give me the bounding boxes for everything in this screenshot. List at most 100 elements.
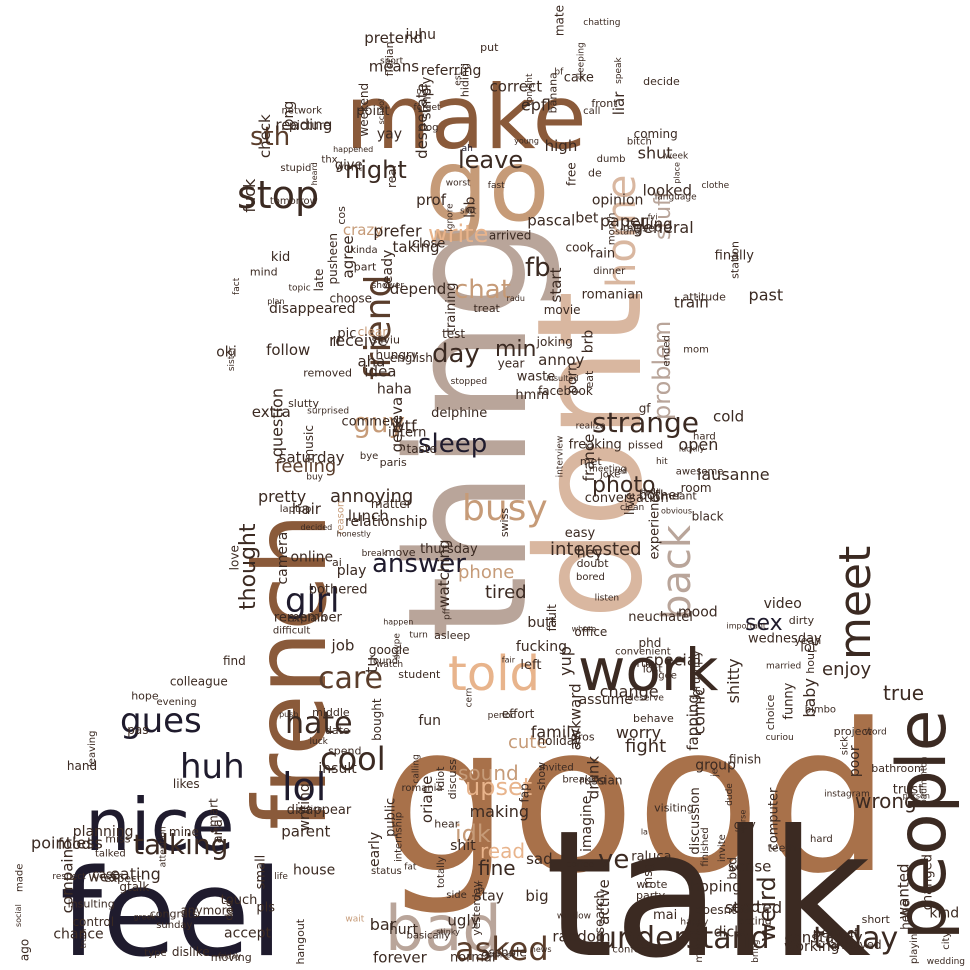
- word-clothe: clothe: [701, 181, 729, 191]
- word-writing: writing: [297, 783, 313, 831]
- word-dick: dick: [714, 925, 743, 941]
- word-yay: yay: [377, 126, 402, 142]
- word-training: training: [444, 283, 459, 333]
- word-meet: meet: [830, 546, 881, 660]
- word-asshole: asshole: [481, 946, 527, 960]
- word-big: big: [525, 887, 548, 905]
- word-bar: bar: [370, 915, 397, 934]
- word-call: call: [583, 106, 600, 117]
- word-interested: interested: [550, 539, 642, 560]
- word-discussion: discussion: [688, 787, 703, 854]
- word-english: english: [390, 351, 433, 365]
- word-slut: slut: [460, 206, 477, 216]
- word-slutty: slutty: [288, 397, 319, 410]
- word-kinda: kinda: [350, 245, 377, 256]
- word-shitty: shitty: [724, 658, 743, 703]
- word-weekend: weekend: [357, 83, 371, 137]
- word-ready: ready: [380, 250, 396, 290]
- word-front: front: [591, 97, 618, 110]
- word-honest: honest: [487, 951, 514, 960]
- word-saturday: saturday: [279, 448, 345, 466]
- word-stopped: stopped: [451, 377, 487, 387]
- word-drunk: drunk: [584, 756, 602, 800]
- word-iuhu: iuhu: [406, 27, 437, 43]
- word-window: window: [557, 911, 591, 921]
- word-relationship: relationship: [345, 514, 427, 530]
- word-mood: mood: [678, 604, 718, 620]
- word-badminton: badminton: [920, 756, 930, 805]
- word-sleeping: sleeping: [576, 42, 586, 80]
- word-write: write: [428, 220, 488, 248]
- word-ai: ai: [332, 556, 342, 569]
- word-sense: sense: [728, 858, 772, 876]
- word-happy: happy: [680, 917, 709, 927]
- word-enjoy: enjoy: [822, 659, 871, 680]
- word-choice: choice: [764, 694, 777, 730]
- word-il: il: [333, 335, 340, 350]
- word-watching: watching: [435, 539, 453, 607]
- word-invite: invite: [717, 834, 728, 862]
- word-friday: friday: [218, 952, 241, 961]
- word-honestly: honestly: [337, 530, 371, 539]
- word-nah: nah: [416, 87, 431, 96]
- word-easy: easy: [565, 526, 596, 541]
- word-comment: comment: [342, 414, 404, 429]
- word-disappear: disappear: [287, 803, 352, 818]
- word-upset: upset: [465, 773, 532, 801]
- word-bathroom: bathroom: [871, 762, 924, 775]
- word-special: special: [645, 650, 701, 669]
- word-yesterday: yesterday: [470, 881, 483, 936]
- word-cook: cook: [566, 241, 594, 255]
- word-hair: hair: [292, 500, 322, 518]
- word-obvious: obvious: [661, 506, 692, 515]
- word-fair: fair: [502, 656, 516, 665]
- word-point: point: [356, 104, 389, 119]
- word-compain: compain: [58, 849, 76, 913]
- word-worry: worry: [616, 723, 661, 742]
- word-cake: cake: [564, 70, 594, 85]
- word-yeah: yeah: [794, 634, 821, 647]
- word-pas: pas: [127, 723, 148, 737]
- word-stay: stay: [474, 888, 504, 904]
- word-bring: bring: [751, 940, 761, 963]
- word-extra: extra: [252, 403, 291, 421]
- word-dog: dog: [420, 122, 439, 133]
- word-means: means: [369, 57, 420, 75]
- word-teeth: teeth: [768, 841, 797, 854]
- word-strange: strange: [592, 406, 699, 439]
- word-receive: receive: [329, 331, 387, 350]
- word-rain: rain: [590, 246, 615, 261]
- word-gtalk: gtalk: [119, 880, 149, 894]
- word-hehe: hehe: [898, 900, 912, 930]
- word-luck: luck: [310, 737, 329, 747]
- word-show: show: [535, 762, 548, 790]
- word-taste: taste: [406, 442, 436, 456]
- word-play: play: [337, 563, 367, 579]
- word-behave: behave: [633, 712, 674, 725]
- word-basically: basically: [407, 930, 451, 941]
- word-ana: ana: [211, 819, 226, 843]
- word-prof: prof: [416, 191, 447, 209]
- word-coffee: coffee: [566, 860, 594, 870]
- word-dislike: dislike: [172, 945, 210, 959]
- word-pic: pic: [337, 327, 356, 342]
- word-computer: computer: [766, 787, 781, 850]
- word-push: push: [279, 710, 298, 719]
- word-sister: sister: [227, 346, 237, 371]
- word-sound: sound: [458, 761, 519, 785]
- word-comic: comic: [689, 687, 708, 734]
- word-real: real: [385, 165, 399, 188]
- word-baby: baby: [800, 678, 819, 718]
- word-past: past: [749, 286, 784, 305]
- word-read: read: [480, 839, 525, 863]
- word-cos: cos: [335, 206, 348, 225]
- word-funny: funny: [782, 682, 797, 719]
- word-gros: gros: [571, 730, 595, 743]
- word-middle: middle: [312, 706, 350, 719]
- word-chance: chance: [53, 927, 103, 943]
- word-dinner: dinner: [593, 266, 626, 277]
- word-answer: answer: [372, 549, 466, 579]
- word-likes: likes: [173, 777, 200, 791]
- word-general: general: [633, 218, 694, 237]
- word-depend: depend: [390, 280, 447, 298]
